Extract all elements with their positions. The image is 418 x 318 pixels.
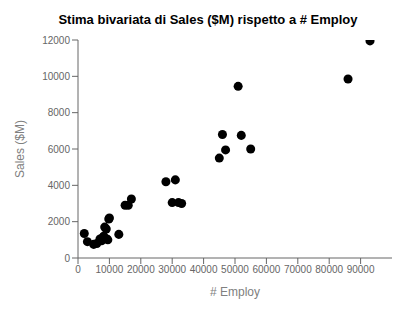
svg-text:30000: 30000 (158, 264, 186, 275)
svg-text:70000: 70000 (284, 264, 312, 275)
svg-text:40000: 40000 (190, 264, 218, 275)
svg-text:80000: 80000 (315, 264, 343, 275)
svg-text:4000: 4000 (48, 180, 71, 191)
svg-text:Sales ($M): Sales ($M) (13, 120, 27, 178)
svg-text:0: 0 (64, 253, 70, 264)
svg-text:50000: 50000 (221, 264, 249, 275)
html-text:Stima bivariata di Sales ($M): Stima bivariata di Sales ($M) rispetto a… (58, 12, 358, 27)
svg-text:10000: 10000 (42, 71, 70, 82)
svg-text:0: 0 (75, 264, 81, 275)
svg-text:# Employ: # Employ (210, 285, 260, 299)
svg-text:8000: 8000 (48, 107, 71, 118)
svg-text:12000: 12000 (42, 35, 70, 46)
svg-text:6000: 6000 (48, 144, 71, 155)
svg-text:2000: 2000 (48, 216, 71, 227)
svg-text:10000: 10000 (95, 264, 123, 275)
svg-text:20000: 20000 (127, 264, 155, 275)
svg-text:90000: 90000 (347, 264, 375, 275)
svg-text:60000: 60000 (252, 264, 280, 275)
